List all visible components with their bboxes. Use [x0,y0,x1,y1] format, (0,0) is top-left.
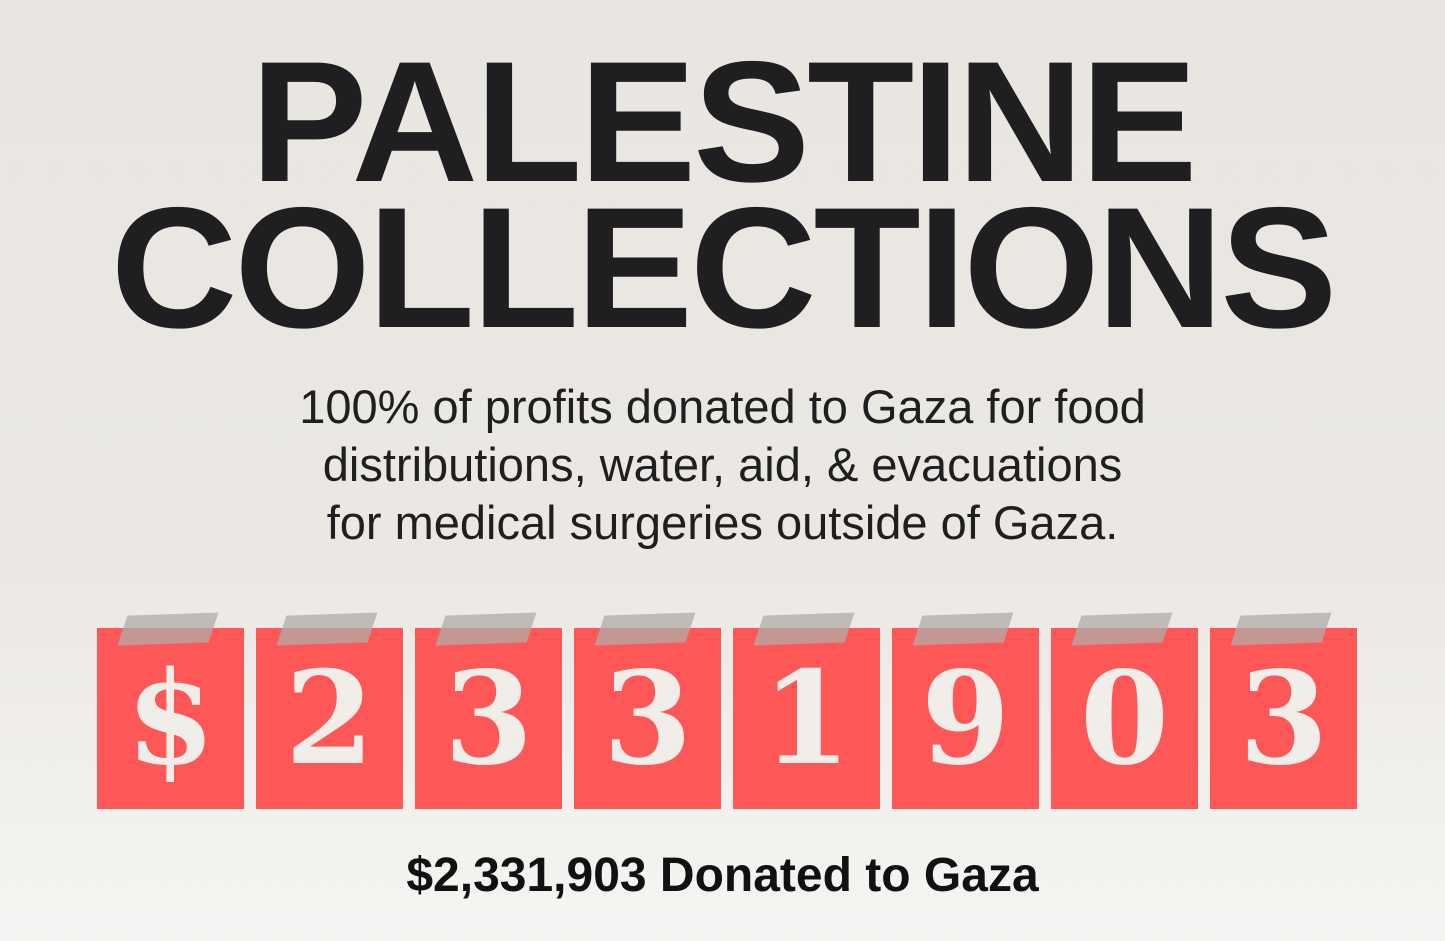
counter-digit: 1 [761,643,852,794]
subtitle: 100% of profits donated to Gaza for food… [0,378,1445,552]
counter-tile: 0 [1051,612,1198,809]
counter-digit: $ [125,643,216,794]
tape-decoration [1071,612,1173,646]
counter-tile: $ [97,612,244,809]
counter-digit: 2 [284,643,375,794]
tape-decoration [435,612,537,646]
counter-digit: 0 [1079,643,1170,794]
counter-digit: 3 [1238,643,1329,794]
counter-tile: 2 [256,612,403,809]
counter-tile: 1 [733,612,880,809]
counter-digit: 3 [602,643,693,794]
counter-tile: 3 [1210,612,1357,809]
tape-decoration [117,612,219,646]
tape-decoration [753,612,855,646]
subtitle-line-1: 100% of profits donated to Gaza for food [299,380,1146,433]
subtitle-line-2: distributions, water, aid, & evacuations [322,438,1123,491]
tape-decoration [276,612,378,646]
tape-decoration [594,612,696,646]
counter-tile: 3 [415,612,562,809]
tape-decoration [912,612,1014,646]
title-line-1: PALESTINE [250,26,1198,218]
counter-digit: 3 [443,643,534,794]
subtitle-line-3: for medical surgeries outside of Gaza. [326,496,1119,549]
counter-digit: 9 [920,643,1011,794]
tape-decoration [1230,612,1332,646]
title-line-2: COLLECTIONS [110,172,1338,364]
counter-tile: 9 [892,612,1039,809]
counter-tile: 3 [574,612,721,809]
total-donated-label: $2,331,903 Donated to Gaza [406,849,1039,902]
